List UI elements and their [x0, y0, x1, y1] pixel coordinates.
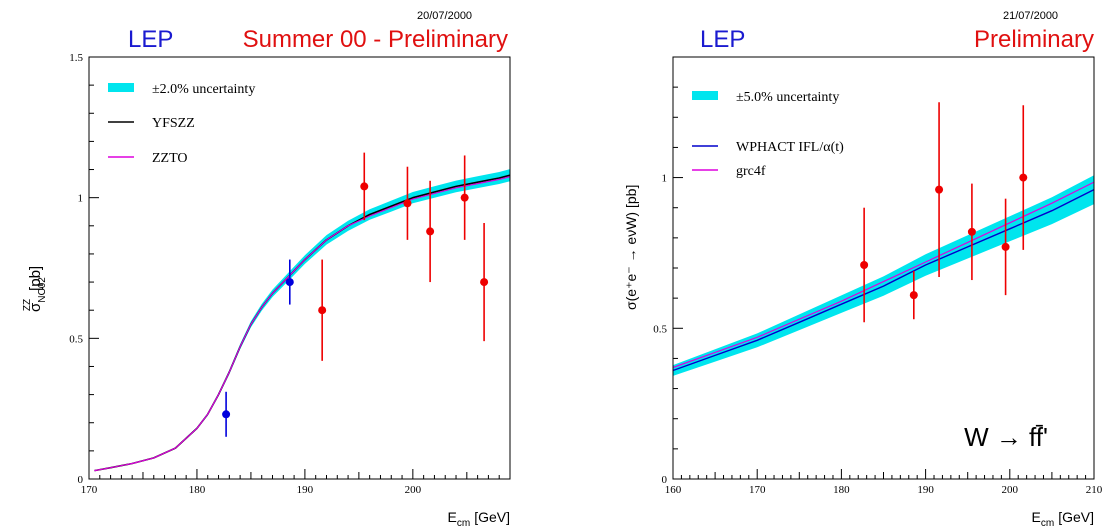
y-tick-label: 0.5: [653, 323, 667, 335]
data-points: [222, 152, 489, 437]
x-axis-label: Ecm [GeV]: [1032, 509, 1094, 529]
y-tick-label: 0: [662, 474, 668, 486]
legend-label: WPHACT IFL/α(t): [736, 140, 844, 155]
x-tick-label: 200: [1002, 484, 1019, 496]
chart-title: Preliminary: [974, 26, 1094, 53]
legend-label: YFSZZ: [152, 116, 195, 131]
data-point: [460, 193, 469, 202]
data-point: [403, 199, 412, 208]
legend-swatch-band: [692, 91, 718, 100]
plot-frame: [672, 56, 1095, 480]
legend-label: ZZTO: [152, 151, 188, 166]
legend: ±5.0% uncertainty WPHACT IFL/α(t) grc4f: [692, 90, 844, 179]
data-points: [860, 102, 1028, 323]
legend-label: ±2.0% uncertainty: [152, 82, 255, 97]
plot-frame: [88, 56, 511, 480]
data-point: [426, 227, 435, 236]
x-tick-label: 190: [917, 484, 934, 496]
chart-zz-cross-section: 20/07/2000 LEP Summer 00 - Preliminary 1…: [22, 10, 511, 529]
y-tick-label: 0.5: [69, 333, 83, 345]
decay-annotation: W → ff̄': [964, 422, 1048, 452]
date-label: 20/07/2000: [417, 10, 472, 22]
data-point: [1001, 242, 1010, 251]
data-point: [222, 410, 231, 419]
lep-label: LEP: [700, 26, 745, 53]
data-point: [860, 260, 869, 269]
uncertainty-band: [673, 175, 1094, 376]
y-axis-label: σ(e⁺e⁻ → eνW) [pb]: [623, 185, 639, 310]
data-point: [285, 278, 294, 287]
legend: ±2.0% uncertainty YFSZZ ZZTO: [108, 82, 255, 166]
uncertainty-band-area: [673, 175, 1094, 376]
y-tick-label: 1: [662, 173, 668, 185]
data-point: [360, 182, 369, 191]
legend-label: ±5.0% uncertainty: [736, 90, 839, 105]
data-point: [318, 306, 327, 315]
x-tick-label: 160: [665, 484, 682, 496]
x-tick-label: 170: [81, 484, 98, 496]
lep-label: LEP: [128, 26, 173, 53]
y-axis-label: σNC02ZZ[pb]: [22, 266, 48, 312]
axis-ticks: 160 170 180 190 200 210 0 0.5 1: [653, 56, 1103, 496]
data-point: [1019, 173, 1028, 182]
y-tick-label: 0: [78, 474, 84, 486]
uncertainty-band-area: [94, 169, 511, 471]
x-tick-label: 170: [749, 484, 766, 496]
chart-single-w-cross-section: 21/07/2000 LEP Preliminary 160 170 180 190 2…: [623, 10, 1103, 529]
date-label: 21/07/2000: [1003, 10, 1058, 22]
data-point: [480, 278, 489, 287]
axis-ticks: 170 180 190 200 0 0.5 1 1.5: [69, 52, 511, 496]
y-tick-label: 1: [78, 193, 84, 205]
x-axis-label: Ecm [GeV]: [448, 509, 510, 529]
data-point: [909, 291, 918, 300]
data-point: [935, 185, 944, 194]
legend-label: grc4f: [736, 164, 766, 179]
chart-title: Summer 00 - Preliminary: [243, 26, 508, 53]
theory-line-yfszz: [94, 174, 511, 472]
data-point: [967, 227, 976, 236]
x-tick-label: 190: [297, 484, 314, 496]
x-tick-label: 180: [189, 484, 206, 496]
theory-line-zzto: [94, 176, 511, 472]
theory-curves: [94, 174, 511, 472]
legend-swatch-band: [108, 83, 134, 92]
y-tick-label: 1.5: [69, 52, 83, 64]
uncertainty-band: [94, 169, 511, 471]
x-tick-label: 200: [405, 484, 422, 496]
x-tick-label: 180: [833, 484, 850, 496]
x-tick-label: 210: [1086, 484, 1103, 496]
